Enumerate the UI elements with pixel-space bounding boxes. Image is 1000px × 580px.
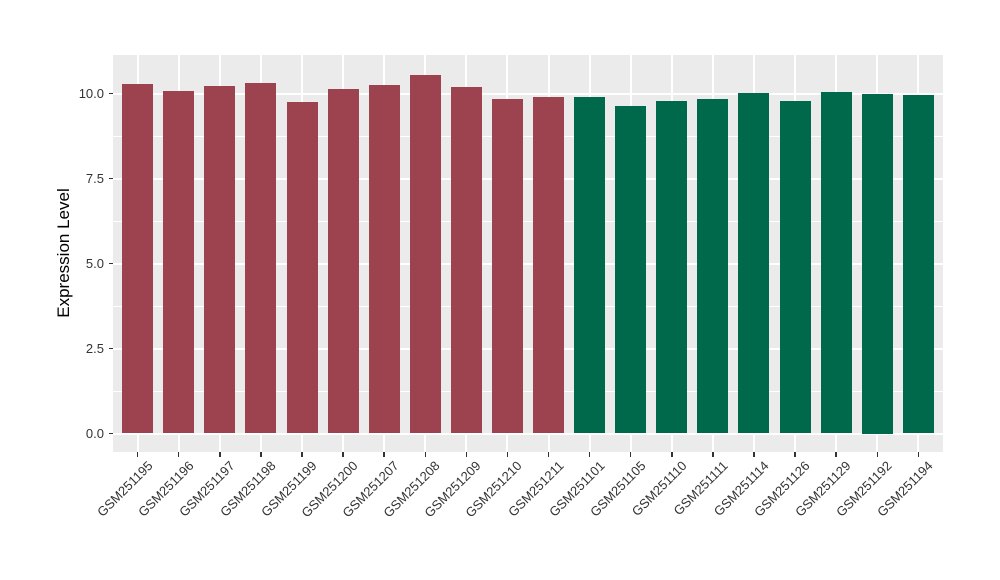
x-axis-tick xyxy=(465,452,468,457)
y-axis-title: Expression Level xyxy=(54,188,73,318)
x-axis-tick xyxy=(260,452,262,457)
bar xyxy=(409,75,441,434)
x-axis-tick xyxy=(712,452,714,457)
gridline-major-y xyxy=(113,177,943,180)
bar xyxy=(163,91,195,434)
y-tick-label: 5.0 xyxy=(85,255,104,271)
x-axis-tick xyxy=(753,452,755,457)
gridline-minor-y xyxy=(113,390,943,392)
bar xyxy=(861,93,893,434)
y-tick-label: 0.0 xyxy=(85,425,104,441)
bar xyxy=(738,92,770,434)
x-axis-tick xyxy=(588,452,591,457)
gridline-major-y xyxy=(113,92,943,95)
bar xyxy=(779,100,811,434)
y-axis-tick xyxy=(108,432,113,435)
gridline-major-y xyxy=(113,262,943,265)
x-axis-tick xyxy=(794,452,796,457)
bar xyxy=(204,86,236,434)
bar xyxy=(491,98,523,434)
y-tick-label: 7.5 xyxy=(85,170,104,186)
x-axis-tick xyxy=(383,452,385,457)
x-axis-tick xyxy=(301,452,303,457)
bar xyxy=(327,89,359,434)
bar xyxy=(286,101,318,434)
bar xyxy=(820,91,852,434)
x-axis-tick xyxy=(547,452,550,457)
y-axis-tick xyxy=(108,92,113,95)
x-axis-tick xyxy=(219,452,221,457)
gridline-minor-y xyxy=(113,135,943,137)
y-axis-tick xyxy=(108,177,113,180)
bar xyxy=(368,84,400,434)
gridline-major-y xyxy=(113,347,943,350)
bar xyxy=(902,94,934,434)
bar xyxy=(122,84,154,434)
gridline-minor-y xyxy=(113,220,943,222)
bar xyxy=(697,99,729,434)
gridline-minor-y xyxy=(113,305,943,307)
plot-panel xyxy=(113,55,943,452)
y-tick-label: 2.5 xyxy=(85,340,104,356)
bar xyxy=(245,83,277,434)
bar xyxy=(615,106,647,434)
x-axis-tick xyxy=(917,452,920,457)
y-tick-label: 10.0 xyxy=(78,85,104,101)
x-axis-tick xyxy=(671,452,673,457)
x-axis-tick xyxy=(136,452,139,457)
x-axis-tick xyxy=(177,452,180,457)
bar xyxy=(450,87,482,434)
bar xyxy=(574,97,606,434)
bar xyxy=(656,100,688,434)
x-axis-tick xyxy=(835,452,837,457)
gridline-major-y xyxy=(113,432,943,435)
x-axis-tick xyxy=(876,452,878,457)
x-axis-tick xyxy=(629,452,632,457)
y-axis-tick xyxy=(108,262,113,265)
x-axis-tick xyxy=(342,452,344,457)
x-axis-tick xyxy=(506,452,509,457)
x-axis-tick xyxy=(424,452,427,457)
y-axis-tick xyxy=(108,347,113,350)
bar xyxy=(533,96,565,434)
